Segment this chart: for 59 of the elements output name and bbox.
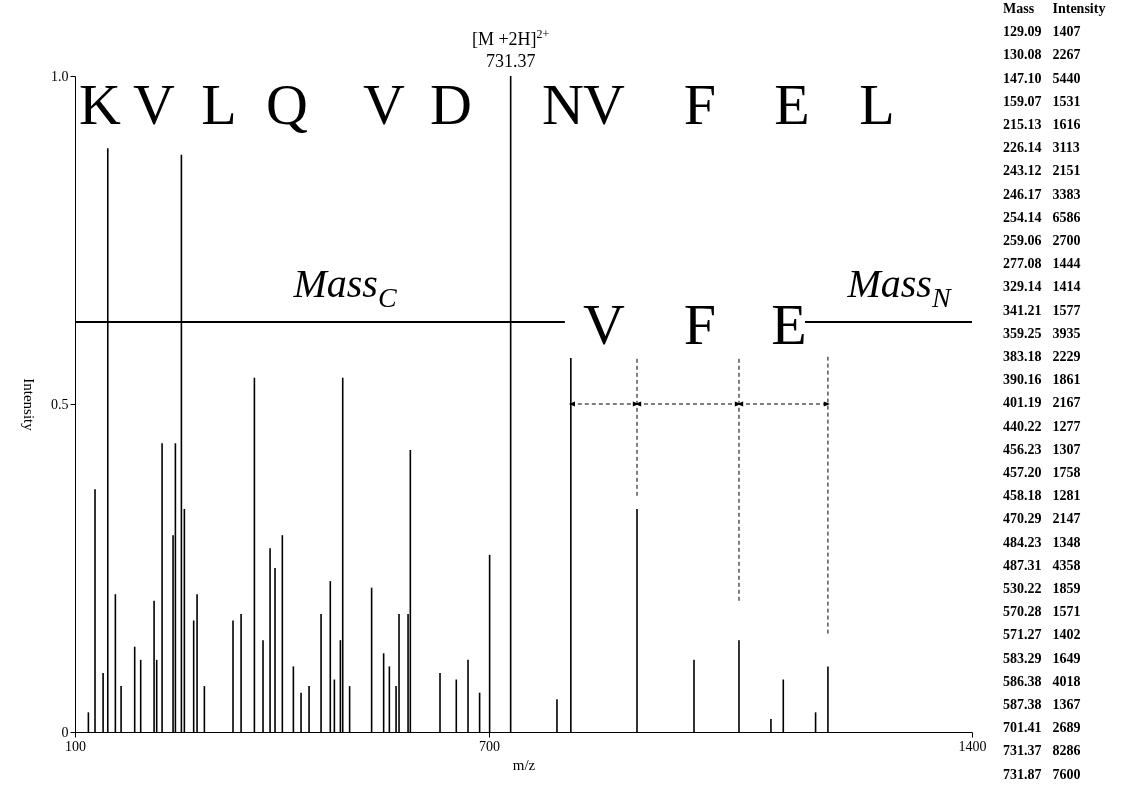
x-tick-label: 1400	[958, 738, 987, 754]
text: 243.12 2151	[1003, 163, 1081, 180]
annotation: L	[201, 72, 237, 137]
annotation: Mass$_{N}$	[847, 261, 951, 313]
text: 246.17 3383	[1003, 186, 1081, 203]
x-axis-title: m/z	[512, 756, 536, 773]
text: 484.23 1348	[1003, 534, 1081, 551]
text: 147.10 5440	[1003, 70, 1081, 87]
text: 129.09 1407	[1003, 24, 1081, 41]
text: 530.22 1859	[1003, 581, 1081, 597]
y-tick-label: 1.0	[51, 68, 69, 84]
text: 458.18 1281	[1003, 488, 1081, 505]
text: 457.20 1758	[1003, 465, 1081, 481]
text: 731.37 8286	[1003, 743, 1081, 760]
annotation: F	[683, 72, 717, 137]
text: 571.27 1402	[1003, 627, 1081, 644]
annotation: [M +2H]$^{2+}$ 731.37	[471, 26, 550, 72]
text: 401.19 2167	[1003, 395, 1081, 412]
annotation: E	[774, 72, 810, 137]
annotation: Mass$_{C}$	[293, 261, 397, 313]
annotation: D	[430, 72, 472, 137]
y-axis-title: Intensity	[21, 378, 37, 432]
text: 277.08 1444	[1003, 256, 1081, 273]
annotation: V	[583, 72, 625, 137]
text: 487.31 4358	[1003, 557, 1081, 574]
text: 383.18 2229	[1003, 349, 1081, 365]
text: 226.14 3113	[1003, 140, 1080, 157]
y-tick-label: 0.5	[51, 396, 69, 412]
annotation: N	[542, 72, 584, 137]
annotation: E	[771, 292, 807, 357]
text: 731.87 7600	[1003, 766, 1081, 783]
y-tick-label: 0	[61, 724, 69, 740]
annotation: Q	[266, 72, 308, 137]
x-tick-label: 100	[65, 738, 86, 754]
text: 259.06 2700	[1003, 233, 1081, 249]
text: 159.07 1531	[1003, 93, 1081, 110]
text: 587.38 1367	[1003, 697, 1081, 713]
text: 456.23 1307	[1003, 441, 1081, 458]
text: 130.08 2267	[1003, 47, 1081, 64]
text: 701.41 2689	[1003, 720, 1081, 737]
text: 359.25 3935	[1003, 325, 1081, 342]
text: 254.14 6586	[1003, 209, 1081, 226]
annotation: L	[859, 72, 895, 137]
text: Mass Intensity	[1003, 1, 1106, 16]
text: 215.13 1616	[1003, 117, 1081, 133]
x-tick-label: 700	[479, 738, 500, 754]
text: 586.38 4018	[1003, 673, 1081, 690]
annotation: V	[133, 72, 175, 137]
annotation: V	[583, 292, 625, 357]
text: 329.14 1414	[1003, 279, 1081, 296]
text: 570.28 1571	[1003, 604, 1081, 621]
annotation: K	[79, 72, 121, 137]
text: 470.29 2147	[1003, 511, 1081, 528]
text: 583.29 1649	[1003, 650, 1081, 667]
text: 341.21 1577	[1003, 302, 1081, 319]
annotation: V	[363, 72, 405, 137]
text: 390.16 1861	[1003, 372, 1081, 389]
text: 440.22 1277	[1003, 418, 1081, 435]
annotation: F	[683, 292, 717, 357]
